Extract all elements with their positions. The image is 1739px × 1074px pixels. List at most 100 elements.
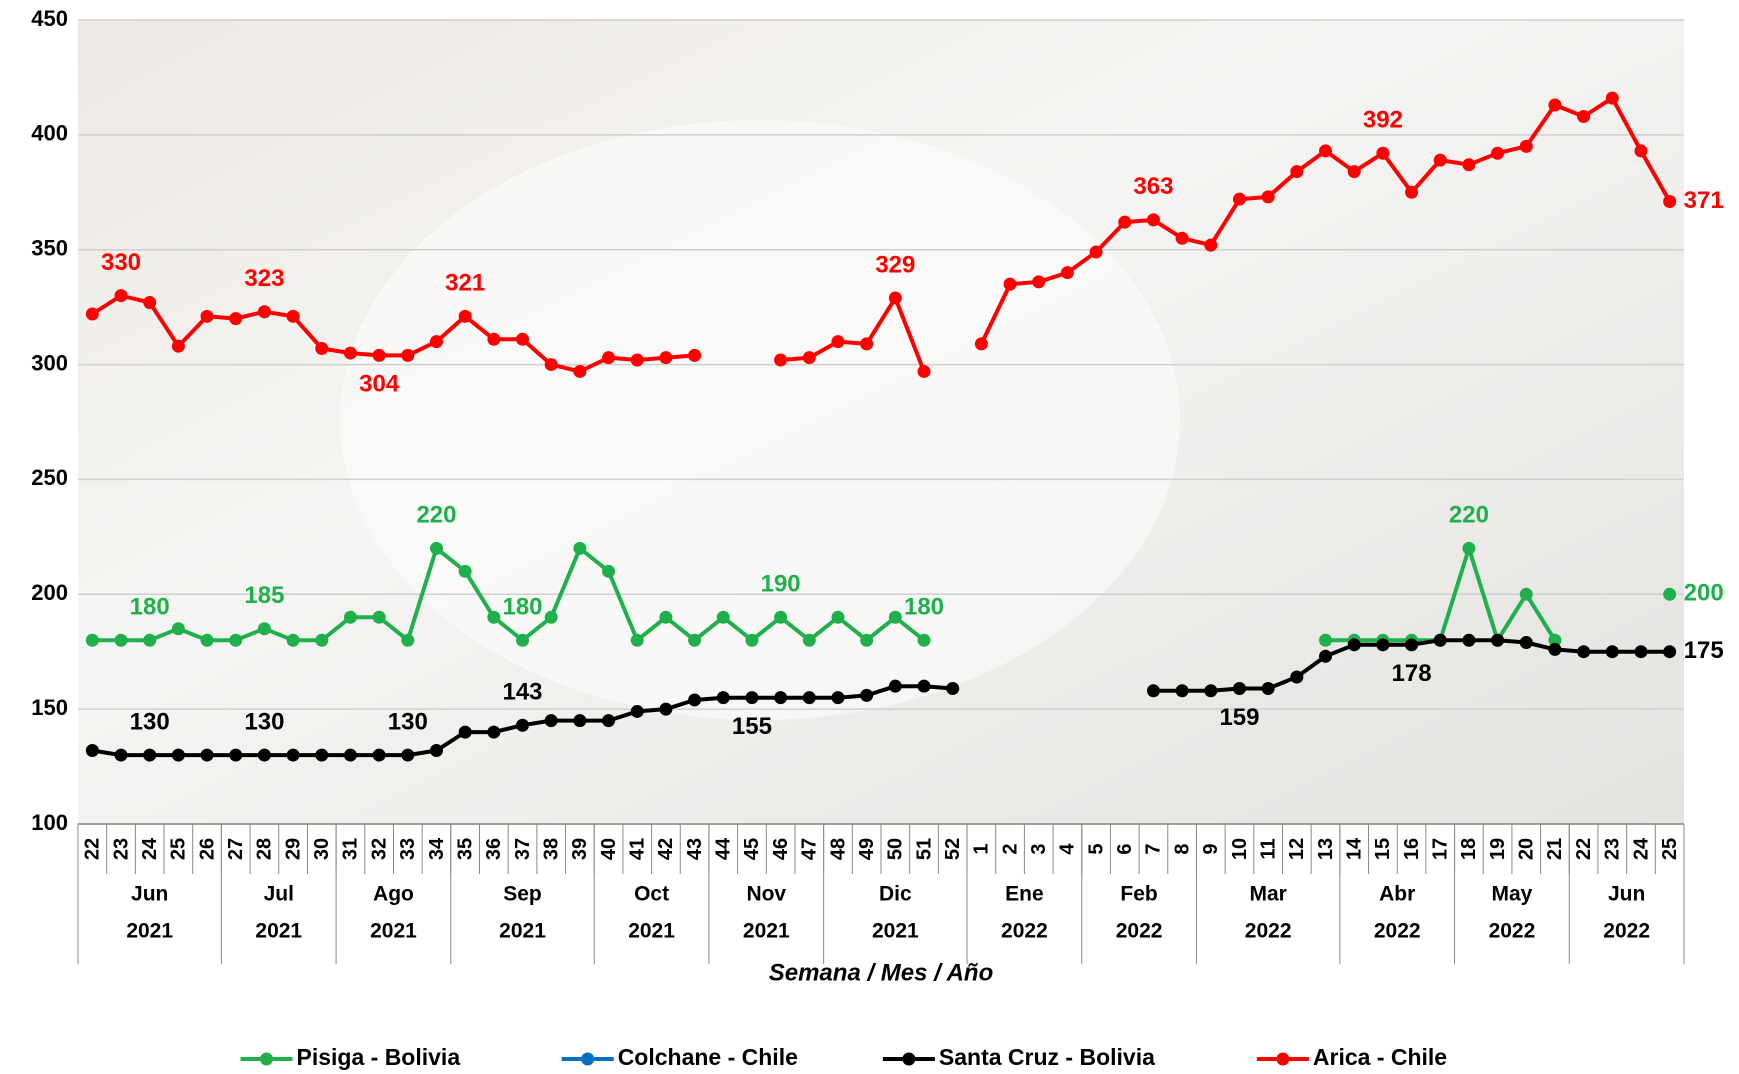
x-tick-label: 27 [225,838,247,860]
data-point [1663,587,1677,601]
x-tick-label: 4 [1057,843,1079,855]
data-point [888,291,902,305]
data-label: 363 [1133,173,1173,200]
data-point [774,691,788,705]
data-label: 159 [1219,704,1259,731]
x-tick-label: 26 [196,838,218,860]
data-point [1519,587,1533,601]
data-point [315,748,329,762]
data-point [1605,645,1619,659]
data-point [487,332,501,346]
data-label: 180 [130,594,170,621]
data-label: 321 [445,270,485,297]
data-point [85,743,99,757]
data-point [774,353,788,367]
x-tick-label: 42 [655,838,677,860]
month-label: Sep [503,883,542,906]
x-tick-label: 1 [971,843,993,854]
month-label: Jul [264,883,294,906]
x-tick-label: 11 [1257,838,1279,859]
x-tick-label: 23 [1602,838,1624,860]
x-tick-label: 49 [856,838,878,860]
legend-label: Colchane - Chile [618,1044,798,1070]
data-point [860,688,874,702]
data-label: 155 [732,713,772,740]
x-tick-label: 43 [684,838,706,860]
data-point [487,610,501,624]
year-label: 2021 [126,920,173,943]
data-point [888,610,902,624]
legend-marker [581,1052,595,1066]
data-point [171,748,185,762]
data-point [429,743,443,757]
data-point [917,679,931,693]
month-label: Abr [1379,883,1415,906]
data-point [831,335,845,349]
data-label: 330 [101,249,141,276]
data-point [974,337,988,351]
data-point [659,351,673,365]
x-tick-label: 25 [1659,838,1681,860]
data-label: 220 [1449,502,1489,529]
x-tick-label: 32 [368,838,390,860]
data-point [401,633,415,647]
data-point [143,296,157,310]
data-label: 304 [359,371,400,398]
x-tick-label: 14 [1343,837,1365,860]
data-point [1548,98,1562,112]
data-point [802,351,816,365]
y-tick-label: 300 [31,350,68,375]
data-point [458,564,472,578]
data-point [229,748,243,762]
x-tick-label: 18 [1458,838,1480,860]
data-label: 200 [1684,580,1724,607]
data-label: 329 [875,251,915,278]
data-point [171,622,185,636]
data-point [602,351,616,365]
x-tick-label: 44 [713,837,735,860]
data-point [1204,684,1218,698]
x-tick-label: 24 [139,837,161,860]
year-label: 2021 [499,920,546,943]
data-point [659,702,673,716]
data-label: 185 [244,582,284,609]
data-point [372,748,386,762]
x-tick-label: 6 [1114,843,1136,854]
y-tick-label: 200 [31,580,68,605]
x-tick-label: 8 [1171,843,1193,854]
data-point [573,364,587,378]
month-label: May [1491,883,1532,906]
data-point [200,748,214,762]
data-point [860,337,874,351]
x-tick-label: 24 [1630,837,1652,860]
y-tick-label: 250 [31,465,68,490]
x-tick-label: 39 [569,838,591,860]
data-label: 323 [244,265,284,292]
data-point [888,679,902,693]
data-label: 130 [130,708,170,735]
data-point [143,748,157,762]
data-point [1548,642,1562,656]
year-label: 2022 [1489,920,1536,943]
data-point [745,633,759,647]
data-point [630,353,644,367]
data-point [831,691,845,705]
month-label: Ago [373,883,414,906]
data-label: 220 [416,502,456,529]
data-point [401,348,415,362]
x-tick-label: 45 [741,838,763,860]
x-tick-label: 2 [999,843,1021,854]
x-tick-label: 30 [311,838,333,860]
data-point [1261,681,1275,695]
data-point [1347,165,1361,179]
x-tick-label: 15 [1372,838,1394,860]
data-point [1319,144,1333,158]
data-label: 371 [1684,187,1724,214]
x-tick-label: 41 [627,838,649,860]
data-point [229,633,243,647]
data-point [286,748,300,762]
data-point [802,691,816,705]
data-point [1405,638,1419,652]
x-tick-label: 37 [512,838,534,860]
